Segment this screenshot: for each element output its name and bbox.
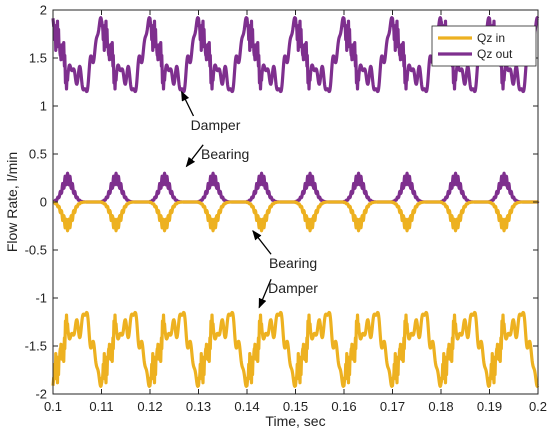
- y-tick-label: 1: [40, 99, 47, 114]
- x-tick-label: 0.2: [529, 399, 547, 414]
- annotation-label: Bearing: [201, 146, 249, 162]
- x-tick-label: 0.14: [234, 399, 259, 414]
- y-tick-label: 2: [40, 3, 47, 18]
- x-tick-label: 0.12: [137, 399, 162, 414]
- x-tick-label: 0.17: [380, 399, 405, 414]
- x-tick-label: 0.13: [186, 399, 211, 414]
- x-axis-label: Time, sec: [265, 413, 325, 429]
- annotation-arrow: [185, 144, 204, 168]
- legend-label: Qz out: [477, 47, 513, 61]
- y-tick-label: 0.5: [29, 147, 47, 162]
- series-line-qz-in-bearing: [51, 200, 540, 233]
- y-tick-label: -1.5: [25, 339, 47, 354]
- x-tick-label: 0.19: [477, 399, 502, 414]
- x-tick-label: 0.16: [331, 399, 356, 414]
- y-tick-label: 0: [40, 195, 47, 210]
- y-tick-label: -0.5: [25, 243, 47, 258]
- legend-label: Qz in: [477, 31, 505, 45]
- series-line-qz-in-damper: [51, 310, 540, 388]
- annotation-arrow: [180, 90, 195, 117]
- annotation-arrow: [258, 278, 272, 309]
- x-tick-label: 0.11: [89, 399, 113, 414]
- legend-box: [431, 25, 537, 67]
- annotation-arrow: [252, 230, 272, 255]
- x-tick-label: 0.15: [283, 399, 308, 414]
- x-tick-label: 0.1: [44, 399, 62, 414]
- y-axis-label: Flow Rate, l/min: [4, 152, 20, 252]
- y-tick-label: -2: [35, 387, 47, 402]
- annotation-label: Bearing: [269, 255, 317, 271]
- legend: Qz in Qz out: [431, 25, 537, 67]
- annotation-label: Damper: [191, 117, 241, 133]
- y-tick-label: 1.5: [29, 51, 47, 66]
- annotation-label: Damper: [268, 280, 318, 296]
- annotations: Damper Bearing Bearing Damper: [180, 90, 318, 309]
- x-tick-label: 0.18: [428, 399, 453, 414]
- y-tick-label: -1: [35, 291, 47, 306]
- axis-ticks: 0.1 0.11 0.12 0.13 0.14 0.15 0.16 0.17 0.18 0.19 0…: [25, 3, 547, 415]
